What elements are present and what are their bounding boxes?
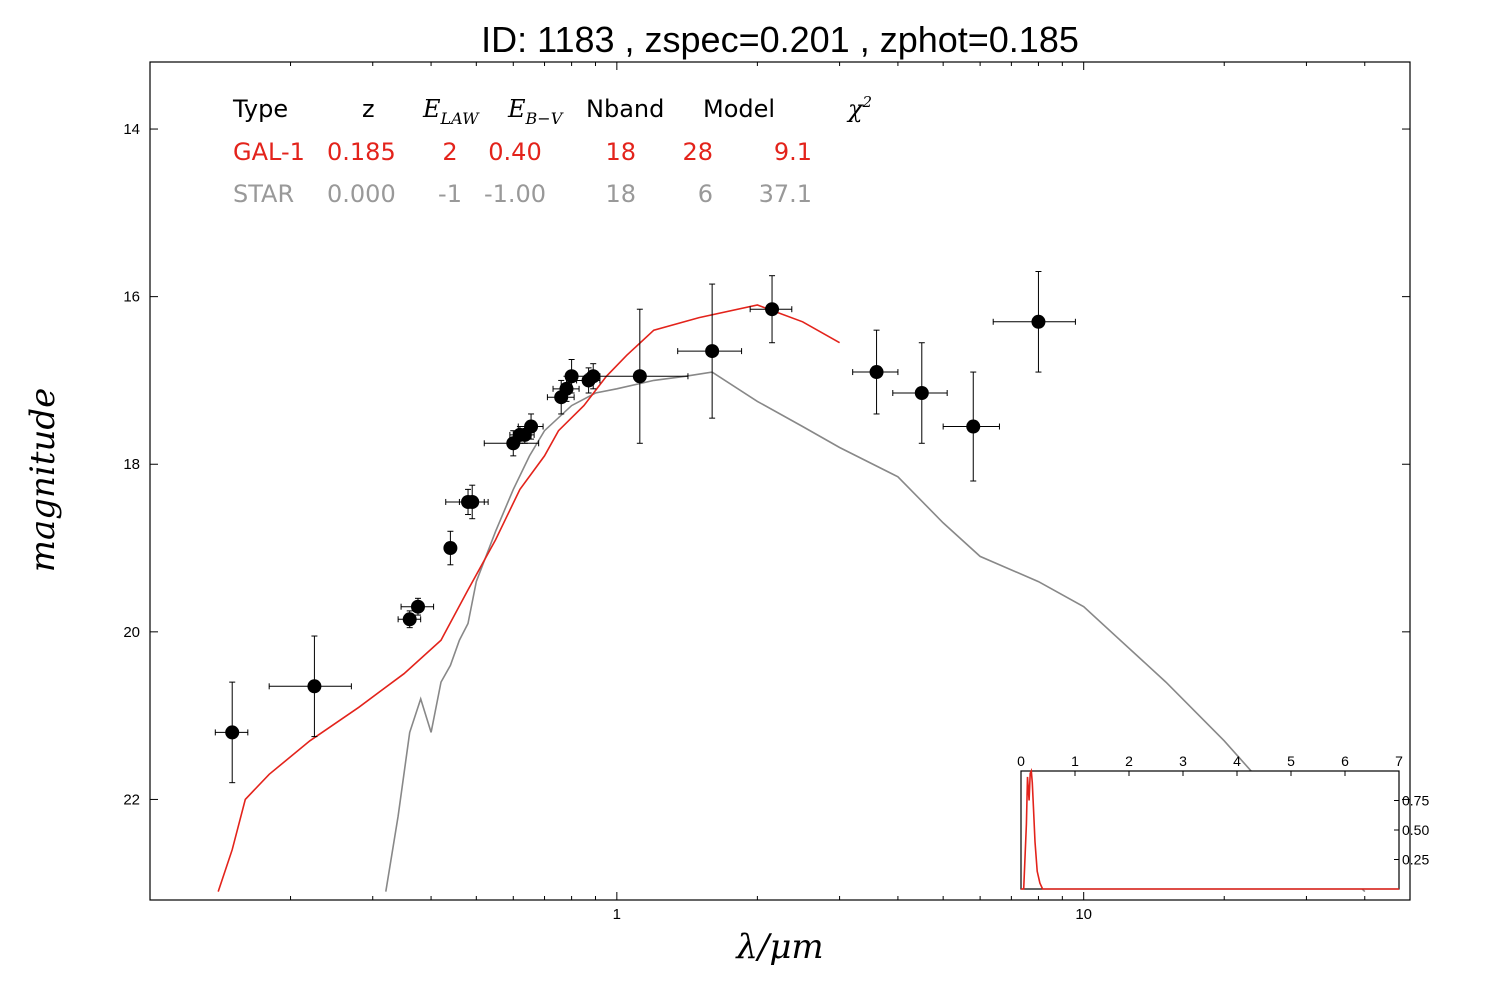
data-marker — [564, 369, 579, 384]
photometry-point — [749, 275, 793, 344]
galaxy-template-group — [217, 304, 840, 892]
star-fit-row: STAR 0.000 -1 -1.00 18 6 37.1 — [233, 180, 812, 208]
galaxy-template-line — [217, 304, 840, 892]
data-marker — [524, 419, 539, 434]
inset-frame — [1020, 770, 1400, 890]
header-nband: Nband — [586, 95, 664, 123]
inset-x-tick-label: 4 — [1233, 753, 1241, 769]
photometry-point — [443, 530, 458, 566]
cell-chi2: 37.1 — [759, 180, 812, 208]
photometry-point — [517, 413, 544, 440]
plot-frame — [149, 61, 1411, 901]
photometry-point — [892, 342, 948, 444]
cell-type: STAR — [233, 180, 294, 208]
cell-z: 0.000 — [327, 180, 396, 208]
photometry-point — [576, 308, 689, 444]
data-marker — [914, 386, 929, 401]
y-tick-label: 20 — [123, 624, 140, 641]
cell-type: GAL-1 — [233, 138, 305, 166]
data-marker — [443, 541, 458, 556]
star-template-group — [385, 371, 1366, 893]
data-marker — [765, 302, 780, 317]
data-marker — [632, 369, 647, 384]
inset-x-tick-label: 1 — [1071, 753, 1079, 769]
inset-x-ticks: 0 1 2 3 4 5 6 7 — [1017, 753, 1403, 776]
data-marker — [225, 725, 240, 740]
photometry-point — [677, 283, 743, 419]
data-marker — [1031, 314, 1046, 329]
data-marker — [869, 365, 884, 380]
chart-title: ID: 1183 , zspec=0.201 , zphot=0.185 — [481, 19, 1079, 60]
cell-model: 6 — [698, 180, 713, 208]
photometry-point — [400, 597, 435, 616]
y-tick-label: 14 — [123, 121, 140, 138]
header-z: z — [362, 95, 375, 123]
header-type: Type — [232, 95, 288, 123]
inset-x-tick-label: 7 — [1395, 753, 1403, 769]
y-tick-label: 22 — [123, 791, 140, 808]
cell-ebv: 0.40 — [488, 138, 541, 166]
data-marker — [307, 679, 322, 694]
inset-y-tick-label: 0.50 — [1402, 822, 1429, 838]
pdz-curve — [1021, 767, 1399, 890]
cell-z: 0.185 — [327, 138, 396, 166]
y-tick-label: 16 — [123, 289, 140, 306]
photometry-point — [458, 484, 485, 520]
photometry-point — [852, 329, 899, 415]
data-marker — [402, 612, 417, 627]
photometry-point — [564, 358, 579, 394]
x-tick-label: 1 — [613, 906, 621, 923]
galaxy-fit-row: GAL-1 0.185 2 0.40 18 28 9.1 — [233, 138, 812, 166]
header-elaw: ELAW — [422, 95, 480, 128]
inset-x-tick-label: 0 — [1017, 753, 1025, 769]
x-axis-ticks: 1 10 — [149, 62, 1411, 923]
data-marker — [559, 381, 574, 396]
cell-elaw: -1 — [438, 180, 462, 208]
cell-ebv: -1.00 — [484, 180, 546, 208]
inset-y-tick-label: 0.25 — [1402, 852, 1429, 868]
y-tick-label: 18 — [123, 456, 140, 473]
photometry-points-group — [214, 271, 1076, 784]
x-tick-label: 10 — [1075, 906, 1092, 923]
inset-y-tick-label: 0.75 — [1402, 793, 1429, 809]
x-axis-label: λ/μm — [734, 927, 823, 967]
data-marker — [465, 494, 480, 509]
inset-pdz-curve-group — [1021, 767, 1399, 890]
fit-results-table: Type z ELAW EB−V Nband Model χ2 GAL-1 0.1… — [232, 93, 872, 208]
cell-nband: 18 — [605, 138, 636, 166]
photometry-point — [397, 610, 422, 629]
inset-x-tick-label: 6 — [1341, 753, 1349, 769]
header-chi2: χ2 — [846, 93, 872, 123]
cell-elaw: 2 — [442, 138, 457, 166]
cell-model: 28 — [682, 138, 713, 166]
data-marker — [705, 344, 720, 359]
data-marker — [410, 599, 425, 614]
fit-results-rows: GAL-1 0.185 2 0.40 18 28 9.1 STAR 0.000 -1 -1.00 18… — [233, 138, 812, 208]
inset-x-tick-label: 5 — [1287, 753, 1295, 769]
cell-chi2: 9.1 — [774, 138, 812, 166]
photometry-point — [942, 371, 1000, 482]
inset-x-tick-label: 2 — [1125, 753, 1133, 769]
y-axis-label: magnitude — [23, 388, 63, 573]
photometry-point — [268, 635, 352, 738]
inset-x-tick-label: 3 — [1179, 753, 1187, 769]
data-marker — [966, 419, 981, 434]
cell-nband: 18 — [605, 180, 636, 208]
header-ebv: EB−V — [507, 95, 564, 128]
photometry-point — [214, 681, 249, 784]
header-model: Model — [703, 95, 775, 123]
photometry-point — [992, 271, 1076, 373]
pdz-inset: 0 1 2 3 4 5 6 7 0.25 0.50 0.75 — [1017, 753, 1429, 890]
star-template-line — [385, 371, 1366, 893]
inset-y-ticks: 0.25 0.50 0.75 — [1394, 793, 1429, 868]
